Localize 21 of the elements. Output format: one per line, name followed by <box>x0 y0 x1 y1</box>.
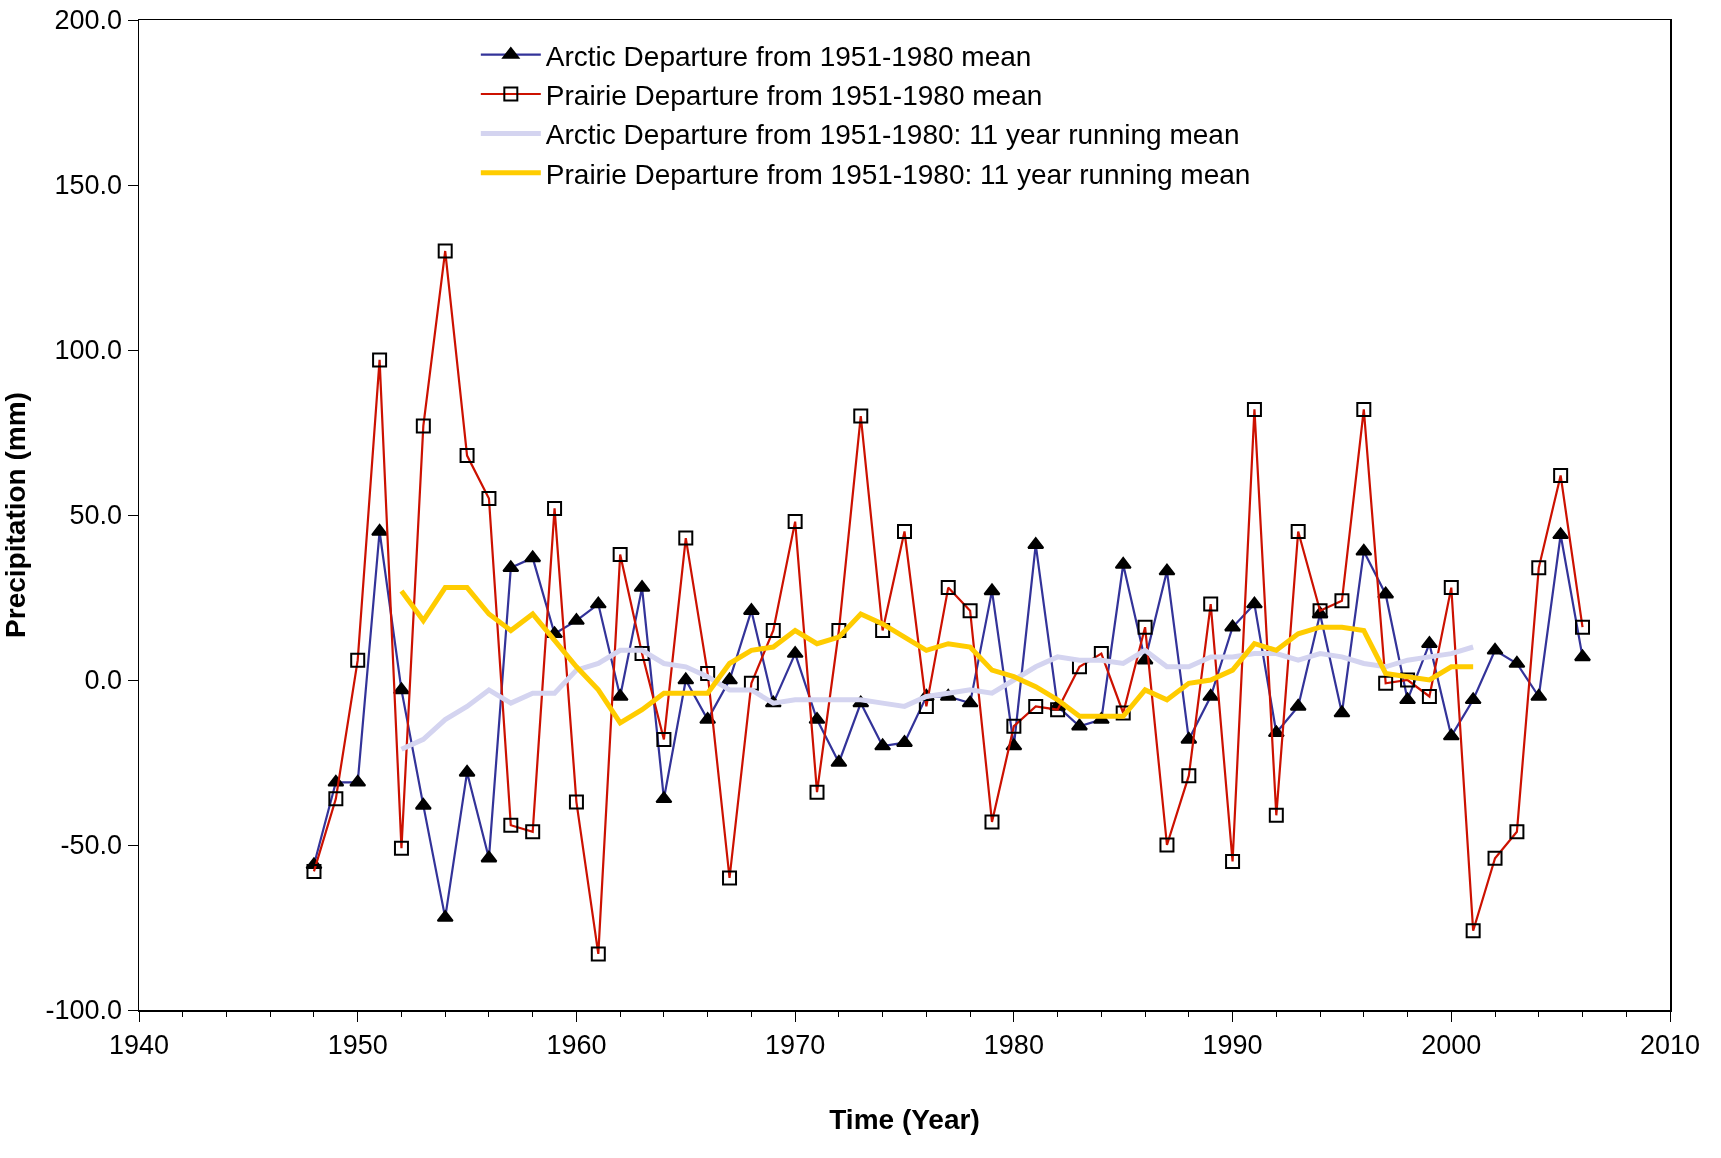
y-tick-label: -100.0 <box>45 995 123 1026</box>
y-tick-label: 50.0 <box>69 500 123 531</box>
legend-label: Prairie Departure from 1951-1980 mean <box>545 79 1043 111</box>
y-tick-label: 150.0 <box>54 170 123 201</box>
x-tick-label: 2010 <box>1639 1029 1701 1060</box>
x-tick-label: 1980 <box>983 1029 1044 1060</box>
legend-label: Prairie Departure from 1951-1980: 11 year running mean <box>545 158 1251 190</box>
x-axis-title: Time (Year) <box>829 1103 980 1135</box>
y-tick-label: 200.0 <box>54 5 123 36</box>
x-tick-label: 2000 <box>1421 1029 1482 1060</box>
x-tick-label: 1990 <box>1202 1029 1263 1060</box>
x-tick-label: 1940 <box>108 1029 170 1060</box>
y-tick-label: -50.0 <box>60 830 123 861</box>
x-tick-label: 1950 <box>327 1029 388 1060</box>
y-tick-label: 0.0 <box>84 665 123 696</box>
legend-label: Arctic Departure from 1951-1980 mean <box>545 40 1032 72</box>
legend-label: Arctic Departure from 1951-1980: 11 year running mean <box>545 119 1240 151</box>
y-tick-label: 100.0 <box>54 335 123 366</box>
x-tick-label: 1970 <box>765 1029 826 1060</box>
x-tick-label: 1960 <box>546 1029 607 1060</box>
y-axis-title: Precipitation (mm) <box>0 392 31 638</box>
